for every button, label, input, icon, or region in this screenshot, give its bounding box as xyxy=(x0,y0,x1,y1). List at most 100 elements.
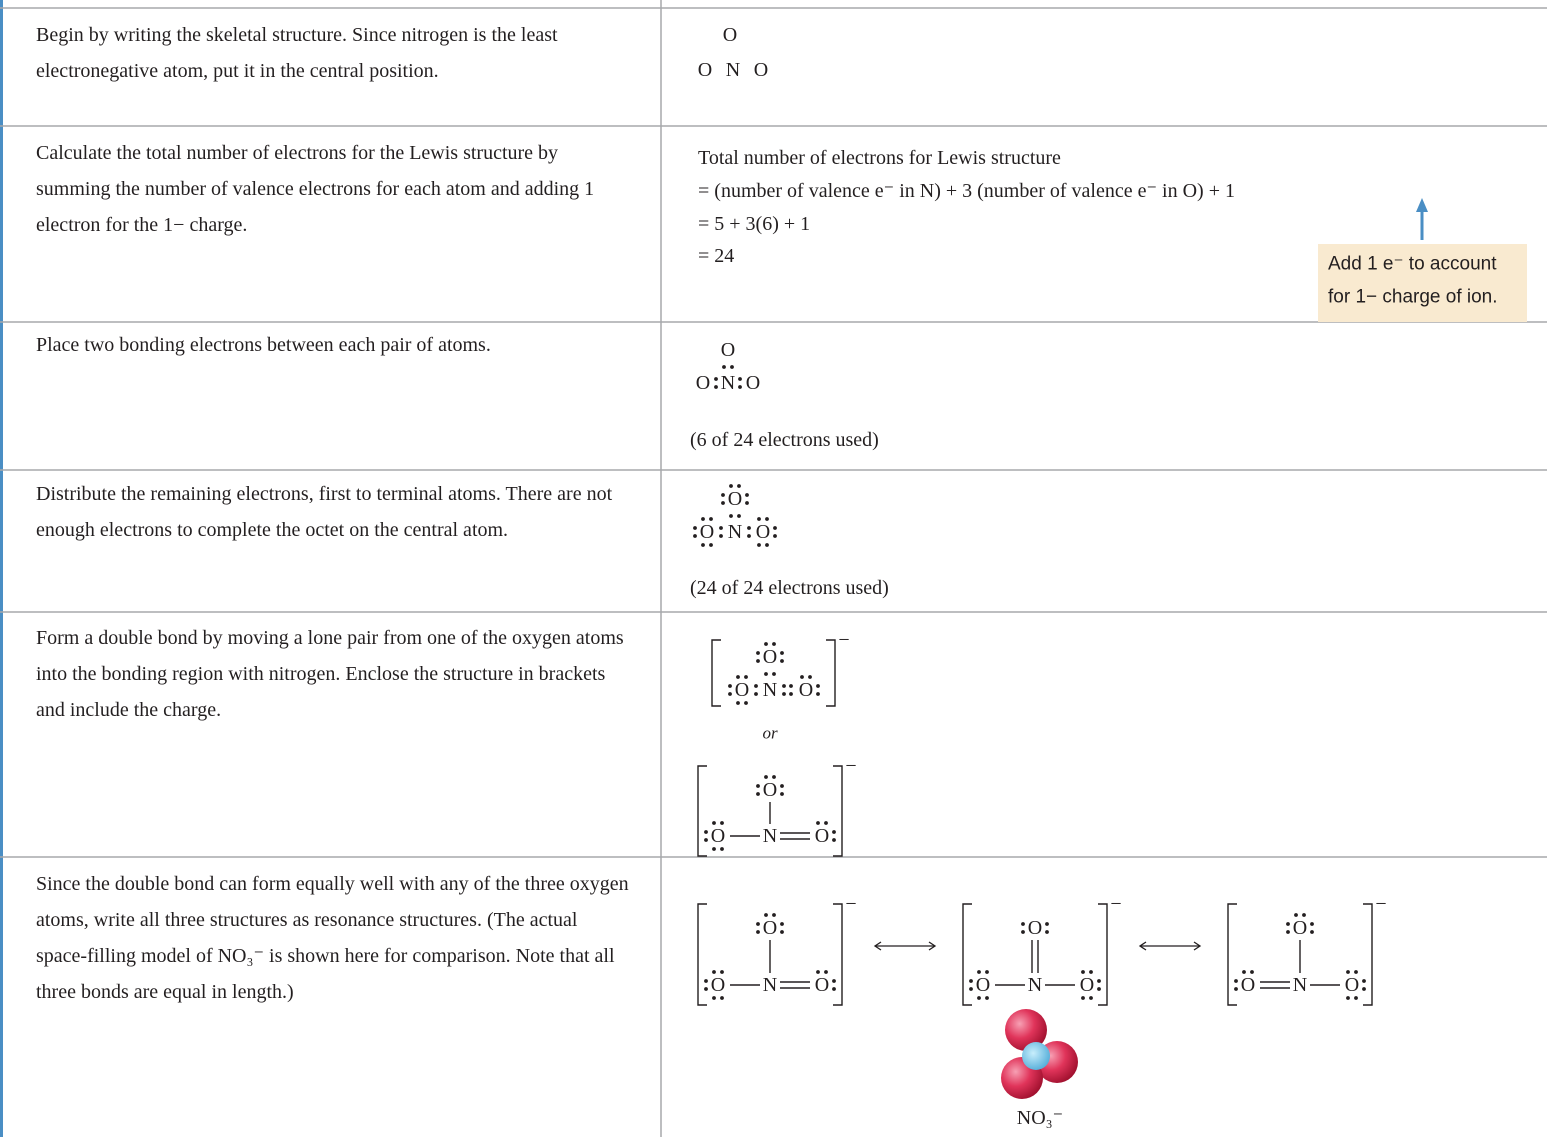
electron-dot xyxy=(701,543,705,547)
bracket xyxy=(833,903,843,1006)
electron-dot xyxy=(1362,979,1366,983)
electron-dot xyxy=(832,830,836,834)
electron-dot xyxy=(744,701,748,705)
electron-dot xyxy=(780,792,784,796)
bracket xyxy=(826,639,836,707)
electron-dot xyxy=(1045,930,1049,934)
bracket xyxy=(697,903,707,1006)
atom: O xyxy=(746,372,760,394)
electron-dot xyxy=(1097,979,1101,983)
electron-dot xyxy=(832,838,836,842)
electron-dot xyxy=(969,987,973,991)
electron-dot xyxy=(1346,970,1350,974)
callout-box xyxy=(1318,244,1527,322)
electron-dot xyxy=(756,930,760,934)
atom: O xyxy=(799,679,813,701)
electron-dot xyxy=(824,970,828,974)
electron-dot xyxy=(772,913,776,917)
electron-dot xyxy=(832,979,836,983)
electron-dot xyxy=(780,930,784,934)
resonance-arrow-head xyxy=(873,941,937,951)
charge: − xyxy=(1375,893,1386,915)
electron-dot xyxy=(714,377,718,381)
electron-dot xyxy=(985,970,989,974)
atom: O xyxy=(1241,974,1255,996)
electron-dot xyxy=(816,692,820,696)
electron-dot xyxy=(720,970,724,974)
bracket xyxy=(1227,903,1237,1006)
equation-line: Total number of electrons for Lewis stru… xyxy=(698,147,1061,169)
atom: N xyxy=(726,59,740,81)
electron-dot xyxy=(1310,922,1314,926)
electron-dot xyxy=(1081,996,1085,1000)
electron-dot xyxy=(737,514,741,518)
electron-dot xyxy=(712,821,716,825)
electron-dot xyxy=(736,675,740,679)
electron-dot xyxy=(1286,922,1290,926)
atom: O xyxy=(735,679,749,701)
electron-dot xyxy=(693,526,697,530)
electron-dot xyxy=(1234,979,1238,983)
atom: O xyxy=(763,917,777,939)
electron-dot xyxy=(722,365,726,369)
electron-dot xyxy=(1242,970,1246,974)
electron-dot xyxy=(816,970,820,974)
electron-dot xyxy=(744,675,748,679)
atom: N xyxy=(763,974,777,996)
electron-dot xyxy=(780,784,784,788)
atom: O xyxy=(815,825,829,847)
electron-dot xyxy=(756,922,760,926)
electron-dot xyxy=(721,493,725,497)
equation-line: = (number of valence e⁻ in N) + 3 (numbe… xyxy=(698,180,1235,202)
electron-dot xyxy=(704,987,708,991)
atom: O xyxy=(763,646,777,668)
electron-dot xyxy=(764,642,768,646)
equation-line: = 5 + 3(6) + 1 xyxy=(698,213,810,235)
electron-dot xyxy=(773,534,777,538)
step-text: Begin by writing the skeletal structure.… xyxy=(36,24,558,82)
callout-text: for 1− charge of ion. xyxy=(1328,287,1498,308)
electron-dot xyxy=(704,838,708,842)
atom: O xyxy=(1293,917,1307,939)
electron-dot xyxy=(1021,930,1025,934)
electron-dot xyxy=(719,526,723,530)
step-text: Place two bonding electrons between each… xyxy=(36,334,491,356)
electron-dot xyxy=(789,684,793,688)
charge: − xyxy=(845,755,856,777)
electron-dot xyxy=(720,821,724,825)
electron-dot xyxy=(969,979,973,983)
callout-arrow-head xyxy=(1416,198,1428,212)
electron-dot xyxy=(1089,996,1093,1000)
electron-dot xyxy=(789,692,793,696)
electron-dot xyxy=(712,970,716,974)
electron-dot xyxy=(714,385,718,389)
electron-dot xyxy=(756,792,760,796)
electron-dot xyxy=(985,996,989,1000)
atom: O xyxy=(700,521,714,543)
electron-dot xyxy=(757,517,761,521)
electron-dot xyxy=(728,692,732,696)
electron-dot xyxy=(1294,913,1298,917)
electron-dot xyxy=(704,979,708,983)
atom: O xyxy=(711,825,725,847)
atom: O xyxy=(763,779,777,801)
electron-dot xyxy=(1310,930,1314,934)
electron-dot xyxy=(729,514,733,518)
electron-dot xyxy=(977,996,981,1000)
electron-dot xyxy=(729,484,733,488)
bracket xyxy=(833,765,843,857)
step-text: Distribute the remaining electrons, firs… xyxy=(36,483,613,541)
atom: O xyxy=(721,339,735,361)
electron-dot xyxy=(738,377,742,381)
electron-dot xyxy=(808,675,812,679)
electron-dot xyxy=(816,821,820,825)
electron-dot xyxy=(709,517,713,521)
atom: O xyxy=(1080,974,1094,996)
atom: O xyxy=(711,974,725,996)
electron-dot xyxy=(712,847,716,851)
bracket xyxy=(1363,903,1373,1006)
electron-dot xyxy=(719,534,723,538)
atom: N xyxy=(1028,974,1042,996)
electron-dot xyxy=(782,684,786,688)
